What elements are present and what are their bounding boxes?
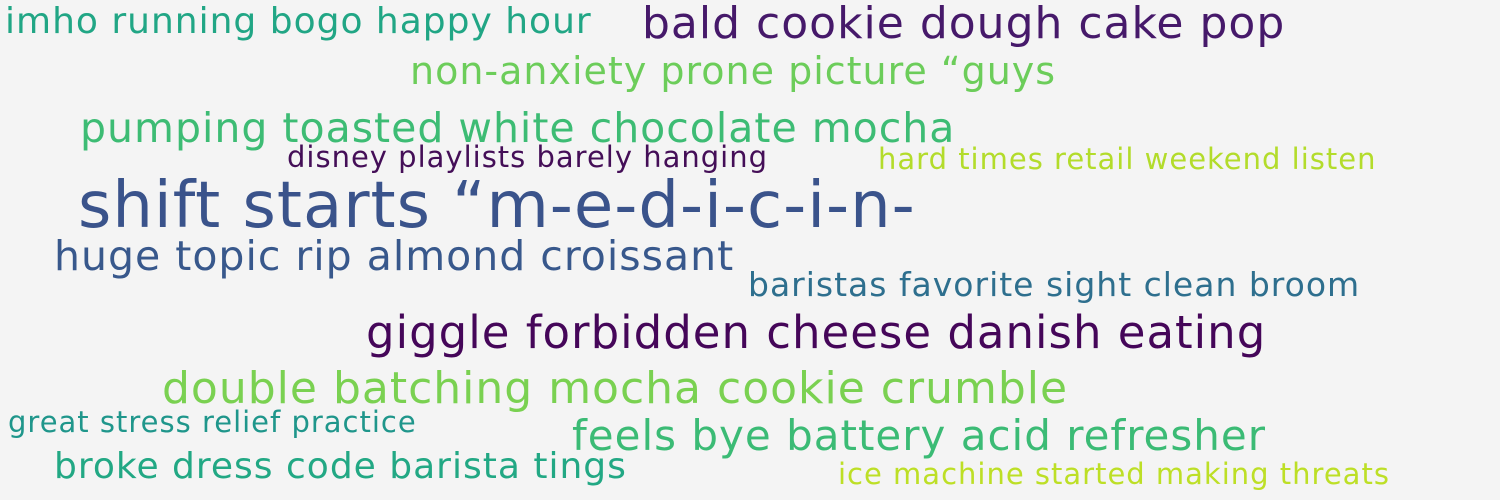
cloud-word: non-anxiety prone picture “guys (410, 49, 1057, 93)
cloud-word: imho running bogo happy hour (5, 1, 592, 42)
cloud-word: bald cookie dough cake pop (642, 0, 1286, 49)
cloud-word: broke dress code barista tings (54, 446, 627, 487)
cloud-word: huge topic rip almond croissant (54, 232, 735, 280)
cloud-word: double batching mocha cookie crumble (162, 363, 1069, 414)
cloud-word: pumping toasted white chocolate mocha (80, 104, 956, 152)
cloud-word: hard times retail weekend listen (878, 142, 1377, 176)
cloud-word: ice machine started making threats (838, 457, 1390, 491)
cloud-word: feels bye battery acid refresher (572, 411, 1266, 460)
cloud-word: giggle forbidden cheese danish eating (366, 306, 1267, 359)
cloud-word: disney playlists barely hanging (287, 140, 769, 174)
cloud-word: great stress relief practice (8, 405, 417, 439)
cloud-word: baristas favorite sight clean broom (748, 265, 1361, 304)
cloud-word: shift starts “m-e-d-i-c-i-n- (78, 169, 916, 243)
